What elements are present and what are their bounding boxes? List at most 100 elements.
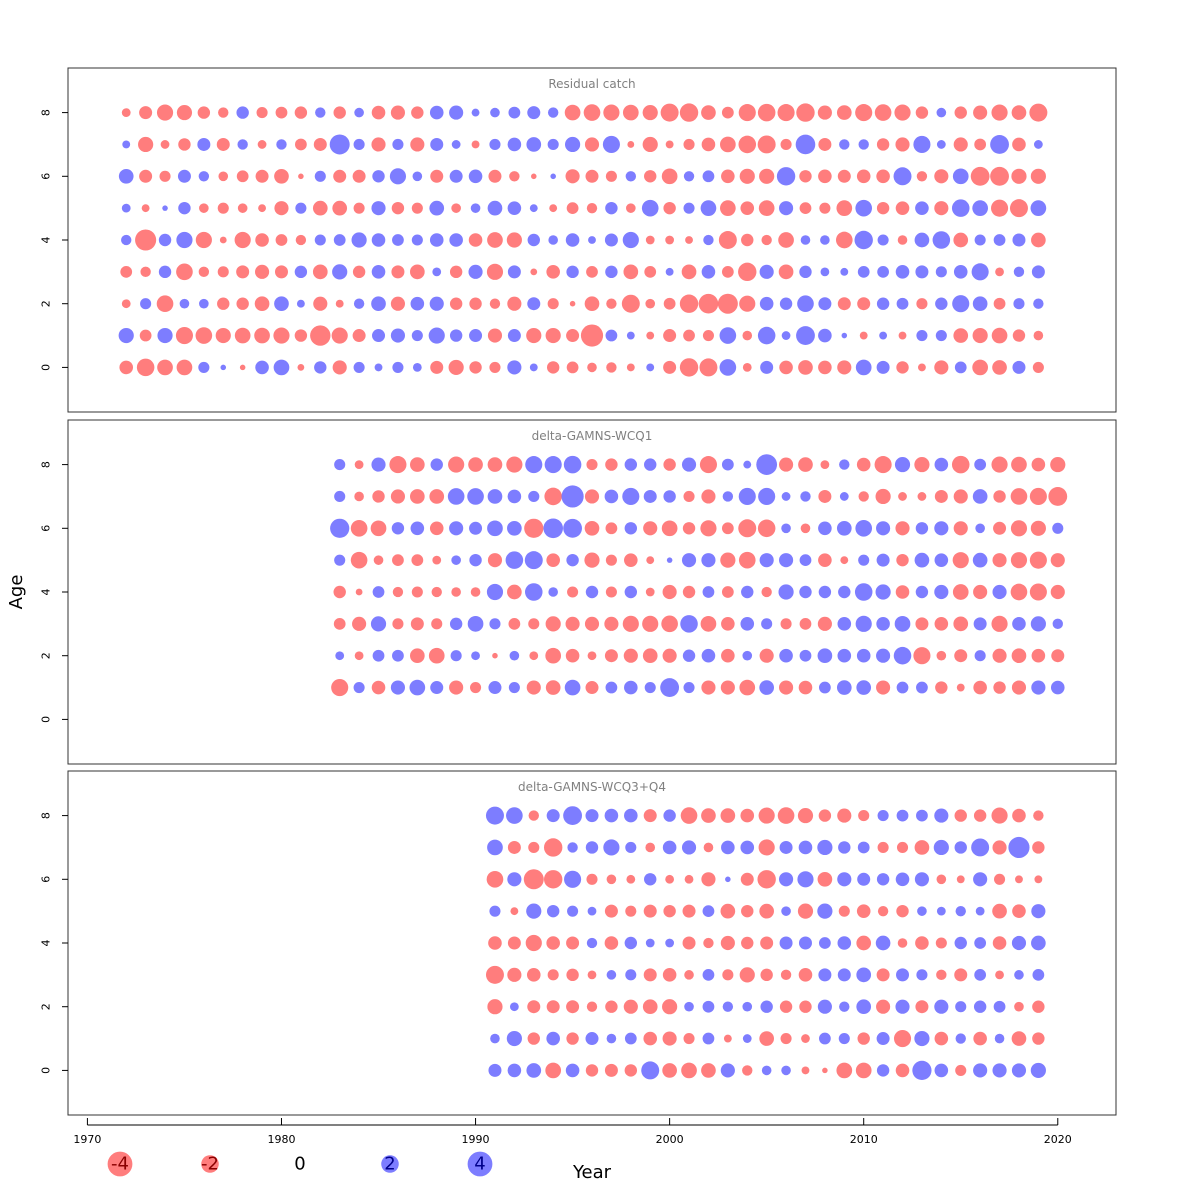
bubble [973,872,988,887]
bubble [273,359,290,376]
bubble [914,840,930,855]
bubble [779,936,793,950]
bubble [894,616,911,632]
bubble [605,329,618,342]
bubble [177,169,191,183]
bubble [818,169,832,184]
bubble [896,553,909,567]
bubble [624,1064,638,1077]
bubble [876,169,890,184]
bubble [683,329,695,342]
bubble [527,233,540,247]
bubble [781,1065,791,1076]
legend-item: 4 [467,1151,493,1177]
bubble [665,140,674,149]
bubble [952,168,969,185]
bubble [580,324,604,347]
bubble [855,359,872,376]
bubble [758,487,776,505]
bubble [876,1032,890,1046]
bubble [720,1063,735,1078]
bubble [1033,140,1043,149]
bubble [219,236,227,244]
bubble [837,872,852,887]
bubble [916,969,928,981]
bubble [487,999,503,1015]
bubble [411,106,424,119]
y-tick-label: 4 [40,940,53,947]
bubble [529,204,538,213]
bubble [993,681,1006,694]
bubble [701,680,716,695]
bubble [934,1063,949,1078]
bubble [855,615,872,632]
bubble [973,617,987,631]
bubble [839,492,849,501]
bubble [761,618,773,630]
bubble [255,233,269,247]
bubble [509,1002,519,1012]
bubble [661,615,678,633]
bubble [721,840,735,855]
bubble [122,140,131,149]
bubble [1013,266,1025,278]
bubble [779,360,793,375]
bubble [524,518,544,538]
bubble [139,106,153,120]
bubble [275,106,288,119]
bubble [430,360,444,374]
y-tick-label: 8 [40,461,53,468]
bubble [875,935,891,951]
bubble [566,968,579,982]
bubble [641,199,659,217]
bubble [546,1000,560,1014]
bubble [972,489,988,504]
bubble [702,1032,715,1045]
bubble [934,617,949,631]
bubble [470,203,481,213]
panel-2: delta-GAMNS-WCQ1 0 2 4 6 8 [40,419,1117,765]
bubble [622,231,639,249]
bubble [856,967,872,983]
bubble [646,556,655,565]
bubble [781,492,791,501]
bubble [198,266,210,278]
bubble [389,168,407,185]
bubble [1030,1062,1046,1079]
bubble [856,457,871,472]
bubble [626,874,636,884]
bubble [372,490,385,503]
bubble [627,141,635,148]
bubble [1012,137,1026,152]
bubble [818,360,832,375]
bubble [121,203,131,213]
bubble [604,616,619,631]
bubble [355,588,363,596]
bubble [507,329,521,343]
bubble [761,586,772,598]
bubble [662,648,677,663]
bubble [373,555,384,565]
bubble [856,904,871,918]
bubble [876,680,891,695]
bubble [564,136,581,153]
bubble [139,329,152,342]
bubble [449,105,464,120]
bubble [625,969,637,981]
bubble [875,584,891,600]
bubble [409,648,425,664]
bubble [255,360,269,375]
bubble [758,200,775,216]
bubble [722,491,734,502]
bubble [411,234,423,246]
bubble [916,809,928,822]
bubble [971,263,989,281]
x-tick-label: 2020 [1044,1133,1072,1146]
bubble [895,1063,910,1078]
bubble [1030,168,1046,184]
bubble [643,904,657,918]
bubble [893,1030,912,1048]
bubble [936,906,946,916]
bubble [759,1031,775,1046]
bubble [642,136,658,153]
